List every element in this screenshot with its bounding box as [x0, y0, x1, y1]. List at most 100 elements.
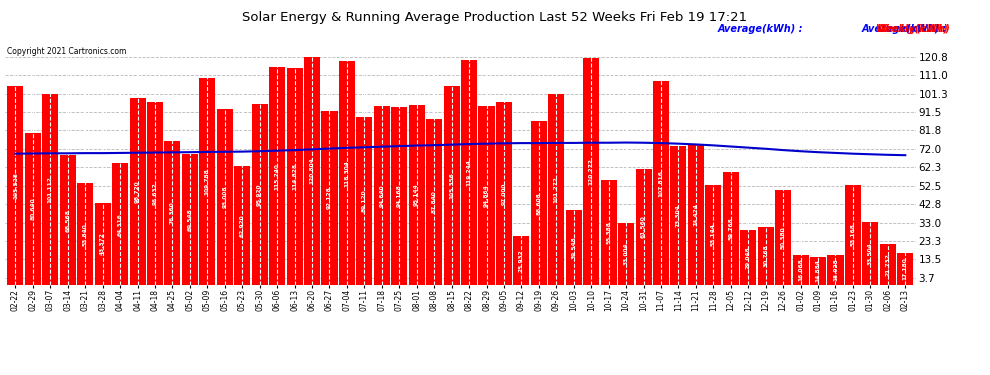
Text: 95.144: 95.144 [414, 184, 419, 207]
Text: 94.168: 94.168 [397, 184, 402, 207]
Text: 14.884: 14.884 [816, 260, 821, 282]
Bar [688, 144, 704, 285]
Text: 107.816: 107.816 [658, 170, 663, 196]
Bar [757, 227, 774, 285]
Bar [77, 183, 93, 285]
Text: 59.768: 59.768 [729, 217, 734, 240]
Bar [583, 58, 599, 285]
Text: 61.560: 61.560 [642, 216, 646, 238]
Bar [862, 222, 878, 285]
Bar [565, 210, 582, 285]
Text: 30.768: 30.768 [763, 244, 768, 267]
Bar [897, 252, 914, 285]
Text: 94.640: 94.640 [379, 184, 384, 207]
Bar [548, 94, 564, 285]
Bar [164, 141, 180, 285]
Text: 96.632: 96.632 [152, 182, 157, 205]
Text: 74.424: 74.424 [693, 203, 698, 226]
Text: 109.788: 109.788 [205, 168, 210, 195]
Text: 21.732: 21.732 [885, 253, 890, 276]
Text: 95.920: 95.920 [257, 183, 262, 206]
Text: 53.144: 53.144 [711, 224, 716, 246]
Bar [828, 255, 843, 285]
Text: Solar Energy & Running Average Production Last 52 Weeks Fri Feb 19 17:21: Solar Energy & Running Average Productio… [243, 11, 747, 24]
Bar [199, 78, 216, 285]
Text: 86.608: 86.608 [537, 192, 542, 214]
Bar [531, 122, 546, 285]
Bar [705, 184, 722, 285]
Bar [601, 180, 617, 285]
Text: 115.240: 115.240 [274, 163, 279, 190]
Bar [653, 81, 669, 285]
Text: Weekly(kWh): Weekly(kWh) [875, 24, 948, 34]
Bar [286, 68, 303, 285]
Bar [844, 184, 861, 285]
Bar [409, 105, 425, 285]
Bar [741, 230, 756, 285]
Text: 39.548: 39.548 [571, 236, 576, 259]
Text: 15.928: 15.928 [833, 259, 838, 281]
Text: 73.304: 73.304 [676, 204, 681, 227]
Bar [322, 111, 338, 285]
Bar [636, 169, 651, 285]
Text: Average(kWh) :: Average(kWh) : [861, 24, 950, 34]
Text: Average(kWh) :: Average(kWh) : [718, 24, 807, 34]
Bar [723, 172, 739, 285]
Bar [391, 107, 407, 285]
Bar [235, 166, 250, 285]
Text: 50.380: 50.380 [781, 226, 786, 249]
Bar [25, 133, 41, 285]
Bar [112, 164, 128, 285]
Text: 53.840: 53.840 [83, 223, 88, 246]
Text: 120.804: 120.804 [310, 158, 315, 184]
Text: 76.360: 76.360 [170, 201, 175, 224]
Text: 97.000: 97.000 [502, 182, 507, 204]
Bar [95, 203, 111, 285]
Text: 53.168: 53.168 [850, 224, 855, 246]
Text: 118.304: 118.304 [345, 160, 349, 187]
Bar [426, 119, 443, 285]
Text: 80.640: 80.640 [31, 198, 36, 220]
Bar [880, 244, 896, 285]
Text: 68.568: 68.568 [65, 209, 70, 232]
Bar [618, 223, 635, 285]
Bar [496, 102, 512, 285]
Text: 16.068: 16.068 [798, 258, 803, 281]
Bar [478, 106, 495, 285]
Bar [217, 109, 233, 285]
Text: 62.920: 62.920 [240, 214, 245, 237]
Text: 114.828: 114.828 [292, 163, 297, 190]
Text: 98.720: 98.720 [135, 180, 140, 203]
Bar [147, 102, 163, 285]
Text: 89.120: 89.120 [362, 189, 367, 212]
Text: 55.388: 55.388 [606, 221, 611, 244]
Bar [59, 156, 76, 285]
Bar [514, 236, 530, 285]
Text: Weekly(kWh): Weekly(kWh) [877, 24, 950, 34]
Bar [304, 57, 320, 285]
Bar [130, 99, 146, 285]
Text: 93.008: 93.008 [223, 186, 228, 209]
Text: 105.528: 105.528 [13, 172, 18, 199]
Bar [793, 255, 809, 285]
Text: 17.180: 17.180 [903, 257, 908, 280]
Bar [444, 86, 459, 285]
Text: 105.356: 105.356 [449, 172, 454, 199]
Text: 25.932: 25.932 [519, 249, 524, 272]
Bar [461, 60, 477, 285]
Bar [251, 104, 267, 285]
Text: 101.112: 101.112 [48, 176, 52, 203]
Bar [775, 190, 791, 285]
Bar [43, 94, 58, 285]
Text: 43.372: 43.372 [100, 232, 105, 255]
Bar [182, 154, 198, 285]
Bar [810, 257, 826, 285]
Bar [670, 147, 686, 285]
Text: 94.864: 94.864 [484, 184, 489, 207]
Text: 120.272: 120.272 [589, 158, 594, 185]
Bar [269, 67, 285, 285]
Bar [356, 117, 372, 285]
Text: Copyright 2021 Cartronics.com: Copyright 2021 Cartronics.com [7, 47, 126, 56]
Text: 33.504: 33.504 [868, 242, 873, 265]
Bar [339, 62, 355, 285]
